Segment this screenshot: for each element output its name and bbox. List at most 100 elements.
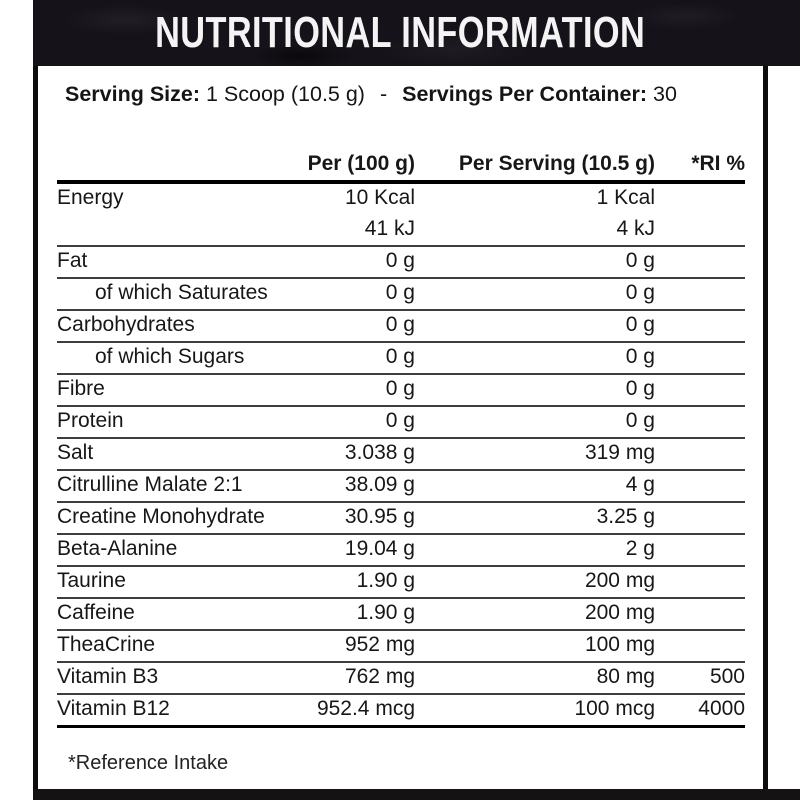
footnote: *Reference Intake [68, 751, 229, 774]
page-title: NUTRITIONAL INFORMATION [155, 8, 646, 57]
row-per-serving-value: 2 g [415, 534, 655, 567]
row-per-100g-value: 0 g [297, 278, 415, 311]
row-per-100g-value: 0 g [297, 374, 415, 407]
row-ri-value [655, 182, 745, 214]
table-row: Fibre 0 g 0 g [57, 374, 745, 407]
row-per-100g-value: 1.90 g [297, 598, 415, 631]
table-row: Fat 0 g 0 g [57, 246, 745, 279]
row-per-serving-value: 80 mg [415, 662, 655, 695]
table-row: Protein 0 g 0 g [57, 406, 745, 439]
row-nutrient-name: Creatine Monohydrate [57, 502, 297, 535]
table-row: 41 kJ 4 kJ [57, 214, 745, 247]
table-row: Taurine 1.90 g 200 mg [57, 566, 745, 599]
row-nutrient-name: Energy [57, 186, 124, 209]
row-nutrient-name: TheaCrine [57, 630, 297, 663]
row-per-serving-value: 0 g [415, 406, 655, 439]
serving-size-label: Serving Size: [65, 82, 201, 106]
row-nutrient-name: of which Sugars [57, 342, 297, 375]
row-per-serving-value: 0 g [415, 278, 655, 311]
row-per-100g-value: 0 g [297, 342, 415, 375]
separator-dash: - [379, 82, 388, 106]
serving-size-value: 1 Scoop (10.5 g) [206, 82, 365, 106]
row-ri-value [655, 246, 745, 279]
row-ri-value: 4000 [655, 694, 745, 728]
row-nutrient-name: Taurine [57, 566, 297, 599]
row-nutrient-name: Fibre [57, 374, 297, 407]
row-per-100g-value: 952 mg [297, 630, 415, 663]
row-per-serving-value: 0 g [415, 310, 655, 343]
row-per-100g-value: 0 g [297, 310, 415, 343]
row-ri-value [655, 374, 745, 407]
row-per-100g-value: 30.95 g [297, 502, 415, 535]
row-ri-value [655, 630, 745, 663]
row-nutrient-name: Salt [57, 438, 297, 471]
row-ri-value [655, 278, 745, 311]
table-row: Beta-Alanine 19.04 g 2 g [57, 534, 745, 567]
row-per-serving-value: 200 mg [415, 598, 655, 631]
table-row: of which Sugars 0 g 0 g [57, 342, 745, 375]
row-ri-value [655, 598, 745, 631]
row-nutrient-name: Beta-Alanine [57, 534, 297, 567]
row-ri-value [655, 438, 745, 471]
row-nutrient-name: Vitamin B12 [57, 694, 297, 728]
column-header-ri-percent: *RI % [655, 144, 745, 184]
row-per-serving-value: 1 Kcal [596, 186, 655, 209]
row-ri-value [655, 406, 745, 439]
row-per-serving-value: 0 g [415, 246, 655, 279]
row-per-100g-value: 41 kJ [297, 214, 415, 247]
table-row: Energy 10 Kcal 1 Kcal [57, 182, 745, 214]
row-per-serving-value: 4 g [415, 470, 655, 503]
row-nutrient-name: Vitamin B3 [57, 662, 297, 695]
row-ri-value [655, 502, 745, 535]
row-per-serving-value: 3.25 g [415, 502, 655, 535]
row-per-100g-value: 3.038 g [297, 438, 415, 471]
row-per-100g-value: 952.4 mcg [297, 694, 415, 728]
table-row: TheaCrine 952 mg 100 mg [57, 630, 745, 663]
row-per-100g-value: 10 Kcal [344, 186, 415, 209]
row-per-100g-value: 762 mg [297, 662, 415, 695]
row-ri-value [655, 534, 745, 567]
row-per-serving-value: 0 g [415, 342, 655, 375]
row-nutrient-name: Citrulline Malate 2:1 [57, 470, 297, 503]
row-per-serving-value: 4 kJ [415, 214, 655, 247]
row-ri-value: 500 [655, 662, 745, 695]
label-content: Serving Size: 1 Scoop (10.5 g) - Serving… [57, 66, 745, 775]
row-nutrient-name: Caffeine [57, 598, 297, 631]
serving-info: Serving Size: 1 Scoop (10.5 g) - Serving… [57, 82, 745, 106]
row-per-100g-value: 0 g [297, 246, 415, 279]
row-ri-value [655, 566, 745, 599]
table-row: Salt 3.038 g 319 mg [57, 438, 745, 471]
row-per-100g-value: 0 g [297, 406, 415, 439]
servings-per-container-label: Servings Per Container: [402, 82, 648, 106]
table-row: Vitamin B12 952.4 mcg 100 mcg 4000 [57, 694, 745, 728]
nutrition-table: Per (100 g) Per Serving (10.5 g) *RI % E… [57, 144, 745, 728]
table-row: Citrulline Malate 2:1 38.09 g 4 g [57, 470, 745, 503]
table-row: Caffeine 1.90 g 200 mg [57, 598, 745, 631]
row-nutrient-name [57, 214, 297, 247]
row-nutrient-name: of which Saturates [57, 278, 297, 311]
row-ri-value [655, 342, 745, 375]
row-per-100g-value: 19.04 g [297, 534, 415, 567]
row-nutrient-name: Protein [57, 406, 297, 439]
table-row: Carbohydrates 0 g 0 g [57, 310, 745, 343]
title-bar: NUTRITIONAL INFORMATION [33, 0, 800, 66]
row-ri-value [655, 470, 745, 503]
table-row: Creatine Monohydrate 30.95 g 3.25 g [57, 502, 745, 535]
column-header-per-serving: Per Serving (10.5 g) [415, 144, 655, 184]
row-per-100g-value: 1.90 g [297, 566, 415, 599]
column-header-per-100g: Per (100 g) [297, 144, 415, 184]
bottom-bar [33, 789, 800, 800]
row-per-serving-value: 0 g [415, 374, 655, 407]
row-per-100g-value: 38.09 g [297, 470, 415, 503]
row-per-serving-value: 319 mg [415, 438, 655, 471]
table-row: of which Saturates 0 g 0 g [57, 278, 745, 311]
column-header-nutrient [57, 144, 297, 184]
row-per-serving-value: 100 mg [415, 630, 655, 663]
row-nutrient-name: Fat [57, 246, 297, 279]
row-nutrient-name: Carbohydrates [57, 310, 297, 343]
row-per-serving-value: 100 mcg [415, 694, 655, 728]
table-row: Vitamin B3 762 mg 80 mg 500 [57, 662, 745, 695]
row-per-serving-value: 200 mg [415, 566, 655, 599]
servings-per-container-value: 30 [653, 82, 677, 106]
